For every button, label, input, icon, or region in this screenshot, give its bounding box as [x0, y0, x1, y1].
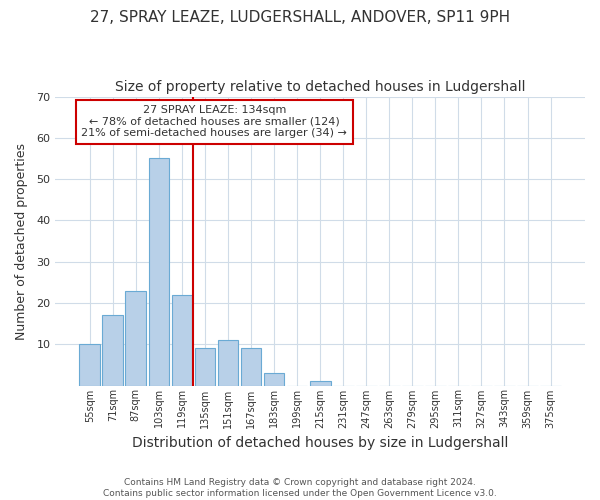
Bar	[103, 316, 123, 386]
Text: 27, SPRAY LEAZE, LUDGERSHALL, ANDOVER, SP11 9PH: 27, SPRAY LEAZE, LUDGERSHALL, ANDOVER, S…	[90, 10, 510, 25]
Y-axis label: Number of detached properties: Number of detached properties	[15, 142, 28, 340]
Bar	[310, 382, 331, 386]
Bar	[79, 344, 100, 386]
Text: Contains HM Land Registry data © Crown copyright and database right 2024.
Contai: Contains HM Land Registry data © Crown c…	[103, 478, 497, 498]
Bar	[125, 290, 146, 386]
Bar	[264, 373, 284, 386]
Bar	[149, 158, 169, 386]
Bar	[194, 348, 215, 386]
Bar	[241, 348, 262, 386]
Text: 27 SPRAY LEAZE: 134sqm
← 78% of detached houses are smaller (124)
21% of semi-de: 27 SPRAY LEAZE: 134sqm ← 78% of detached…	[81, 105, 347, 138]
Bar	[218, 340, 238, 386]
Title: Size of property relative to detached houses in Ludgershall: Size of property relative to detached ho…	[115, 80, 526, 94]
X-axis label: Distribution of detached houses by size in Ludgershall: Distribution of detached houses by size …	[132, 436, 508, 450]
Bar	[172, 294, 192, 386]
